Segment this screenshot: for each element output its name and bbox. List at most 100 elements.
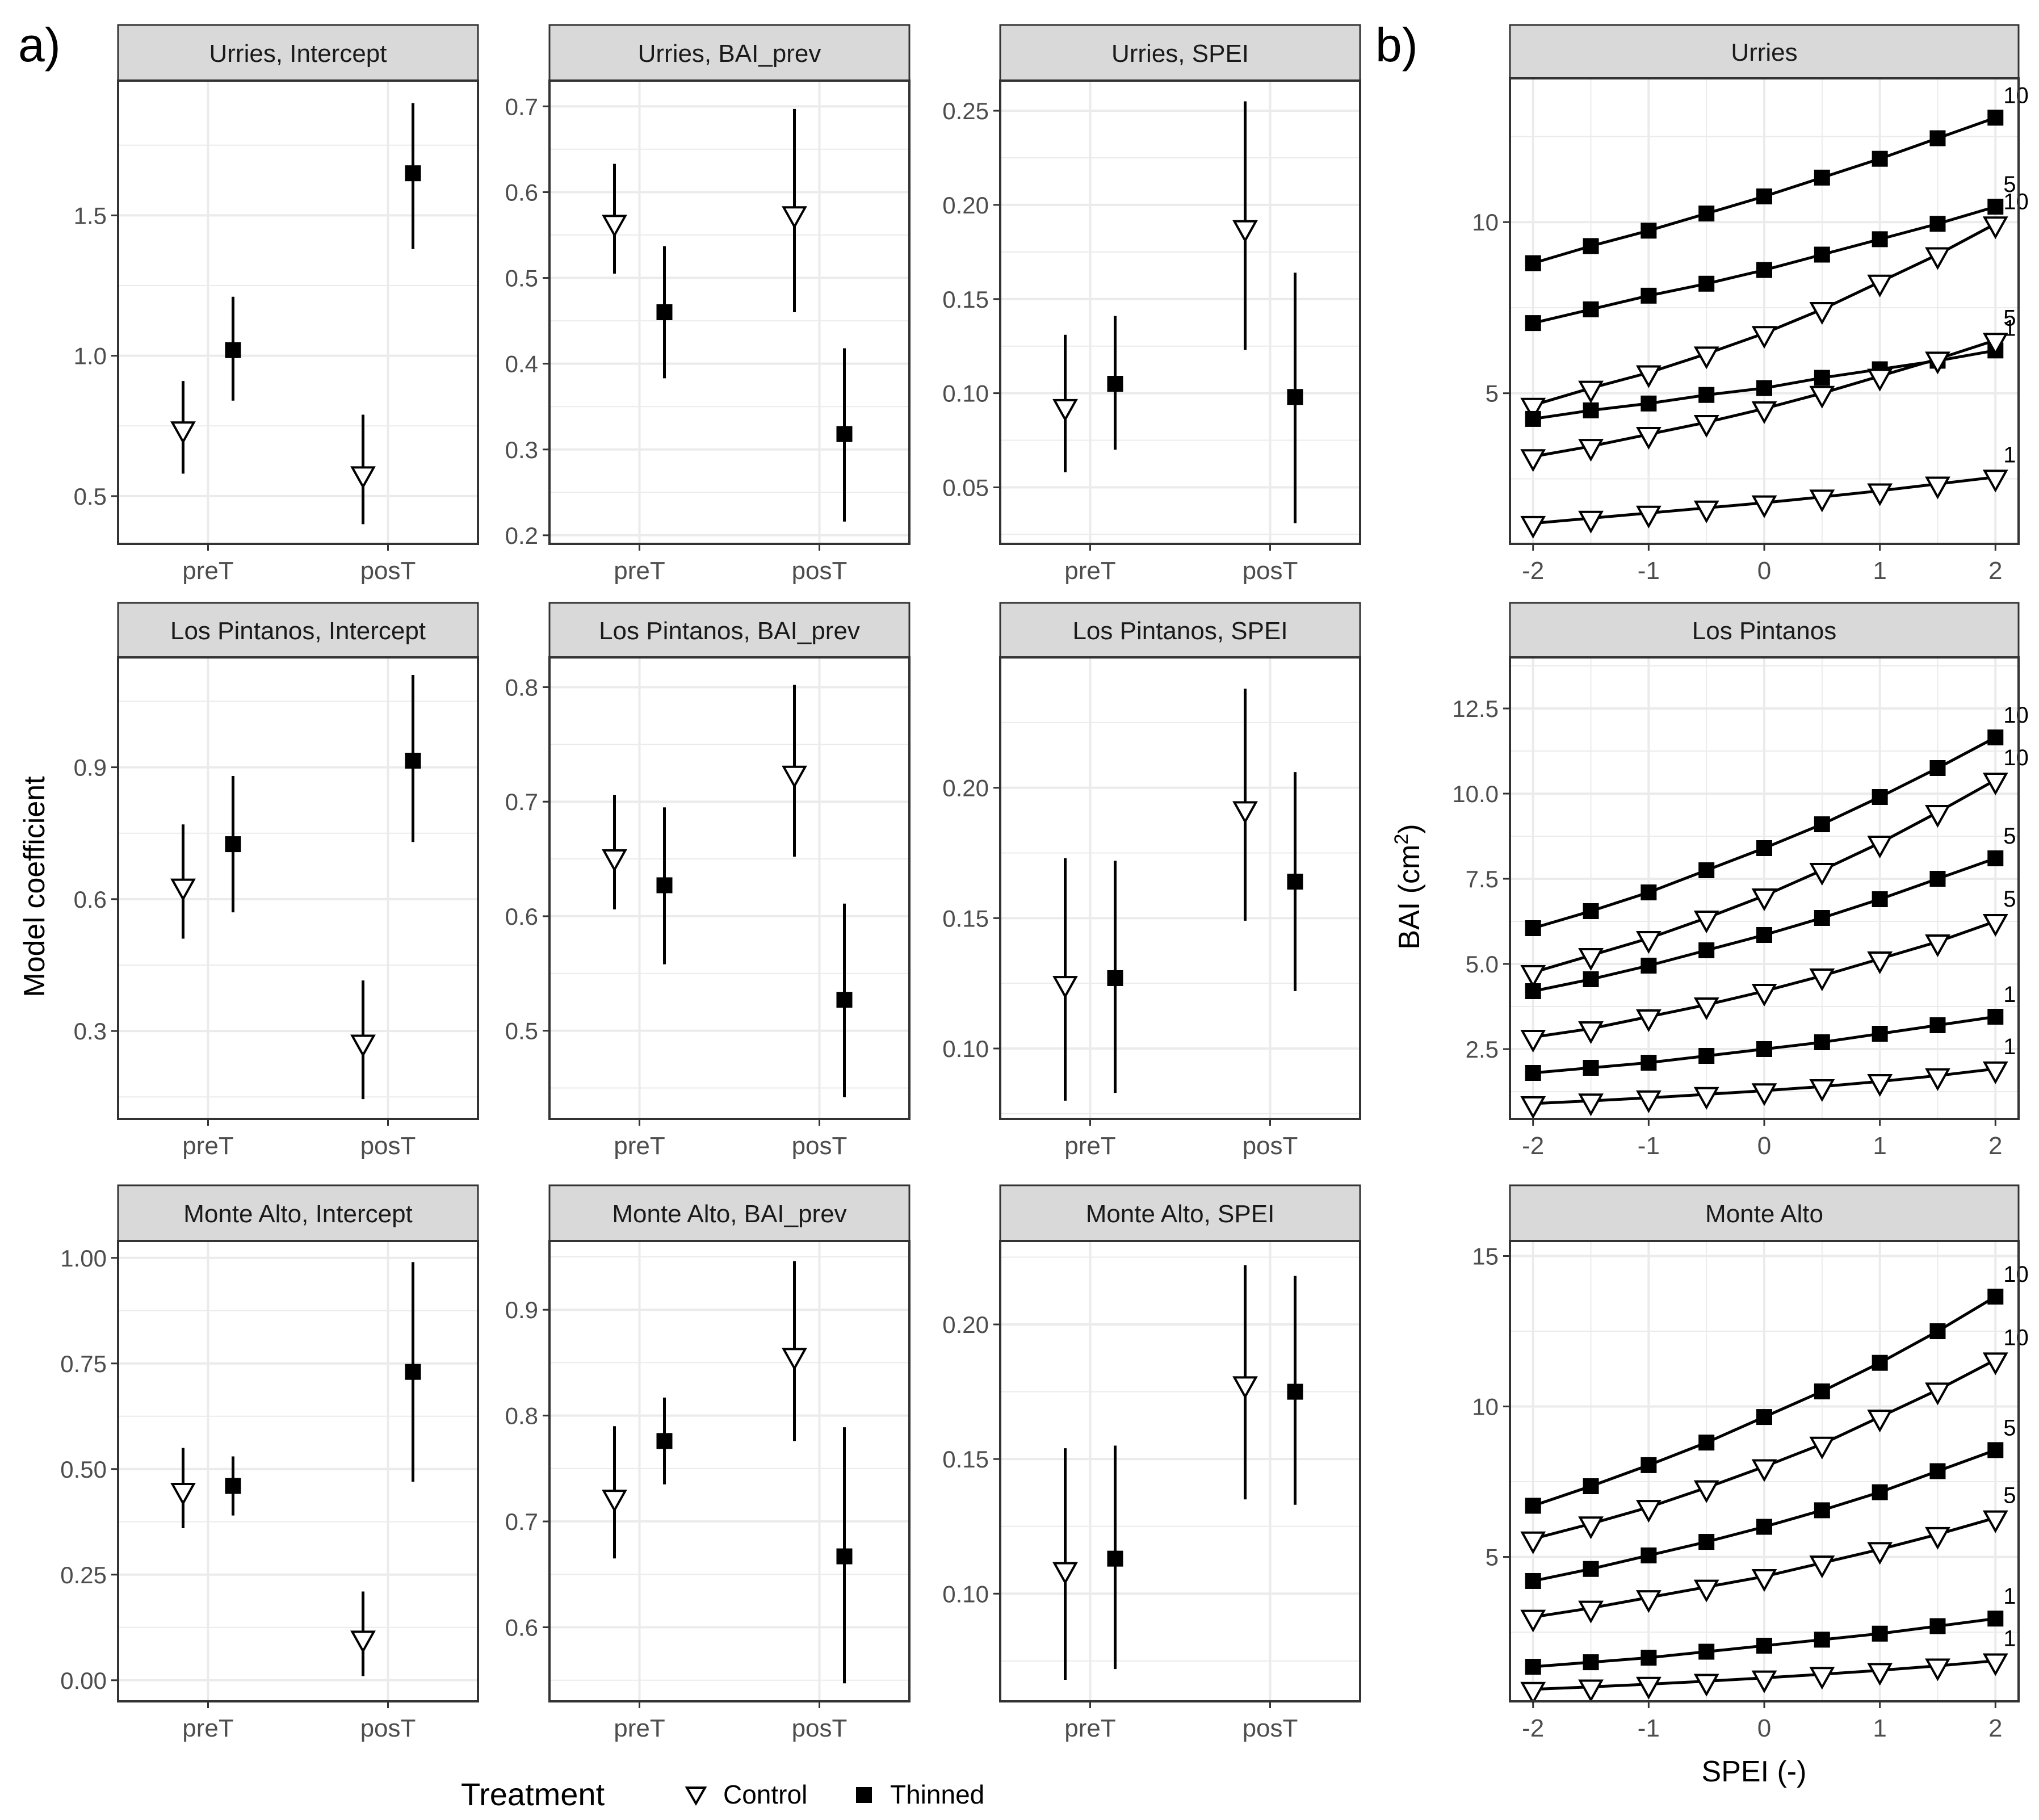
point-control-5: [1520, 449, 1546, 472]
point-control-5: [1867, 951, 1893, 975]
series-end-label: 5: [2003, 1483, 2016, 1508]
x-tick-label: -1: [1638, 557, 1660, 585]
point-thinned-10: [1583, 903, 1599, 919]
point-control-pret: [1052, 1562, 1078, 1585]
point-thinned-5: [1583, 301, 1599, 317]
series-end-label: 10: [2003, 745, 2029, 770]
point-control-5: [1751, 1569, 1777, 1592]
point-thinned-10: [1698, 1435, 1715, 1451]
point-control-1: [1751, 1670, 1777, 1693]
point-control-1: [1867, 1663, 1893, 1686]
y-tick-label: 0.8: [505, 674, 538, 701]
point-thinned-1: [1641, 1055, 1657, 1071]
point-thinned-5: [1814, 246, 1830, 263]
point-thinned-5: [1525, 315, 1541, 332]
point-thinned-5: [1698, 942, 1715, 958]
point-thinned-post: [1287, 874, 1303, 890]
point-control-pret: [170, 421, 196, 444]
plot-area: [1000, 1241, 1360, 1701]
y-axis-label-bai-superscript: 2: [1391, 834, 1412, 845]
point-control-1: [1635, 1676, 1662, 1700]
point-thinned-post: [405, 752, 421, 769]
point-thinned-10: [1641, 223, 1657, 239]
x-tick-label: preT: [1064, 1132, 1115, 1160]
point-control-5: [1982, 333, 2008, 356]
point-thinned-10: [1872, 150, 1888, 167]
series-end-label: 10: [2003, 83, 2029, 108]
point-thinned-pret: [656, 877, 673, 894]
point-thinned-10: [1987, 1289, 2004, 1305]
panel-border: [117, 656, 479, 1120]
legend-control-label: Control: [723, 1780, 807, 1809]
point-control-5: [1578, 439, 1604, 462]
series-end-label: 5: [2003, 172, 2016, 197]
x-tick-label: preT: [182, 1132, 233, 1160]
point-thinned-1: [1756, 380, 1772, 396]
x-tick-label: preT: [182, 557, 233, 585]
point-thinned-1: [1872, 1625, 1888, 1642]
point-thinned-1: [1525, 410, 1541, 427]
point-control-10: [1751, 326, 1777, 349]
point-control-5: [1751, 984, 1777, 1007]
point-thinned-5: [1641, 958, 1657, 974]
x-tick-label: posT: [792, 1132, 848, 1160]
point-control-10: [1578, 948, 1604, 971]
y-tick-label: 0.10: [942, 1580, 989, 1607]
panel-b-label: b): [1375, 18, 1418, 72]
point-thinned-5: [1583, 971, 1599, 987]
y-tick-label: 1.5: [74, 202, 107, 229]
x-tick-label: posT: [1243, 1714, 1298, 1742]
y-tick-label: 0.6: [505, 1614, 538, 1641]
point-control-1: [1693, 500, 1719, 523]
plot-area: [118, 657, 478, 1119]
panel-los-pintanos-spei: Los Pintanos, SPEI 0.10 0.15 0.20 preT posT: [942, 602, 1361, 1160]
panel-los-pintanos-intercept: Los Pintanos, Intercept 0.3 0.6 0.9 preT posT: [74, 602, 479, 1160]
point-control-10: [1809, 863, 1835, 886]
point-control-5: [1520, 1030, 1546, 1053]
point-thinned-5: [1641, 1547, 1657, 1563]
point-thinned-5: [1872, 891, 1888, 907]
point-thinned-10: [1987, 110, 2004, 126]
x-tick-label: posT: [1243, 557, 1298, 585]
point-control-1: [1982, 1653, 2008, 1676]
panel-border: [999, 1240, 1361, 1702]
panel-title: Monte Alto: [1705, 1200, 1823, 1228]
point-thinned-1: [1583, 1060, 1599, 1076]
panel-border: [999, 656, 1361, 1120]
panel-title: Los Pintanos: [1692, 617, 1836, 645]
x-tick-label: -2: [1522, 1714, 1544, 1742]
series-end-label: 5: [2003, 887, 2016, 912]
panel-title: Monte Alto, SPEI: [1086, 1200, 1275, 1228]
y-tick-label: 10: [1472, 209, 1499, 236]
point-thinned-5: [1814, 1502, 1830, 1519]
point-thinned-10: [1525, 255, 1541, 271]
point-thinned-post: [405, 1364, 421, 1380]
panel-title: Monte Alto, BAI_prev: [612, 1200, 846, 1228]
panel-los-pintanos-bai-prev: Los Pintanos, BAI_prev 0.5 0.6 0.7 0.8 preT po…: [505, 602, 911, 1160]
point-control-post: [1232, 220, 1258, 243]
point-thinned-1: [1756, 1041, 1772, 1057]
point-control-10: [1925, 247, 1950, 270]
y-tick-label: 0.6: [74, 886, 107, 913]
panel-strip: [1509, 24, 2020, 79]
point-thinned-10: [1929, 130, 1946, 146]
y-tick-label: 10: [1472, 1394, 1499, 1420]
point-thinned-1: [1987, 1611, 2004, 1627]
point-thinned-1: [1525, 1659, 1541, 1675]
point-control-10: [1751, 1459, 1777, 1482]
plot-area: [118, 1241, 478, 1701]
series-end-label: 5: [2003, 824, 2016, 849]
point-control-1: [1809, 1667, 1835, 1690]
point-thinned-pret: [225, 836, 241, 853]
point-control-pret: [1052, 399, 1078, 422]
point-control-5: [1635, 427, 1662, 450]
y-tick-label: 0.7: [505, 93, 538, 120]
y-tick-label: 0.75: [60, 1351, 107, 1377]
point-control-10: [1809, 301, 1835, 325]
panel-strip: [548, 1184, 911, 1242]
point-thinned-10: [1583, 238, 1599, 254]
point-control-10: [1635, 931, 1662, 954]
plot-area: [549, 1241, 909, 1701]
point-control-10: [1867, 274, 1893, 297]
